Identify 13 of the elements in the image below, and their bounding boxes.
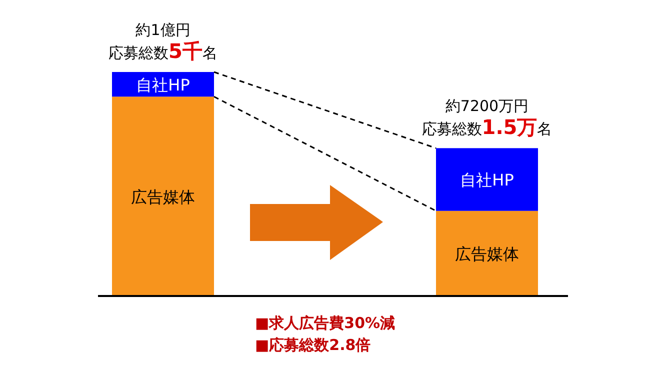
annotation: 応募総数1.5万名 bbox=[422, 115, 552, 140]
text: ■応募総数2.8倍 bbox=[255, 336, 371, 354]
text: 自社HP bbox=[460, 170, 514, 190]
text: 応募総数5千名 bbox=[108, 39, 218, 63]
bar bbox=[436, 148, 538, 211]
annotation: 約7200万円 bbox=[445, 97, 529, 116]
series-label: 広告媒体 bbox=[131, 187, 195, 206]
bar bbox=[112, 96, 214, 296]
text: 広告媒体 bbox=[455, 244, 519, 264]
text: 約1億円 bbox=[136, 21, 190, 39]
bar bbox=[436, 210, 538, 296]
text: ■求人広告費30%減 bbox=[255, 314, 396, 332]
series-label: 自社HP bbox=[136, 75, 190, 94]
